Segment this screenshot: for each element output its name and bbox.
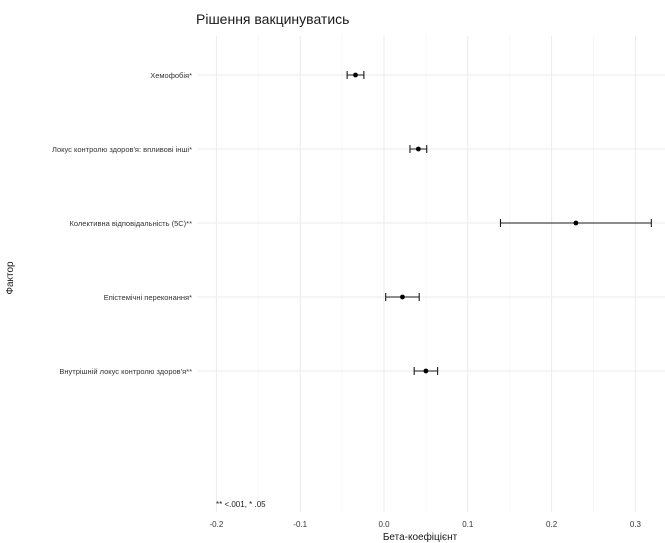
estimate-point <box>423 368 429 374</box>
y-axis-title: Фактор <box>5 261 16 295</box>
x-tick-label: -0.2 <box>210 520 224 529</box>
y-category-label: Хемофобія* <box>150 71 192 80</box>
x-tick-label: 0.0 <box>378 520 390 529</box>
x-tick-label: 0.2 <box>546 520 558 529</box>
chart-title: Рішення вакцинуватись <box>196 11 349 27</box>
estimate-point <box>415 146 421 152</box>
y-axis-categories: Хемофобія* Локус контролю здоров'я: вплив… <box>52 71 192 376</box>
significance-note: ** <.001, * .05 <box>216 500 266 509</box>
estimate-point <box>353 72 358 78</box>
x-tick-label: 0.1 <box>462 520 474 529</box>
grid <box>198 36 665 512</box>
y-category-label: Внутрішній локус контролю здоров'я** <box>59 367 192 376</box>
data-marks <box>346 71 652 375</box>
x-axis-title: Бета-коефіцієнт <box>383 531 458 543</box>
estimate-point <box>573 220 579 226</box>
y-category-label: Епістемічні переконання* <box>104 293 192 302</box>
x-tick-label: 0.3 <box>630 520 642 529</box>
y-category-label: Локус контролю здоров'я: впливові інші* <box>52 145 192 154</box>
estimate-point <box>400 294 405 300</box>
x-axis-ticks: -0.2 -0.1 0.0 0.1 0.2 0.3 <box>210 520 642 529</box>
x-tick-label: -0.1 <box>293 520 307 529</box>
y-category-label: Колективна відповідальність (5С)** <box>70 219 193 228</box>
